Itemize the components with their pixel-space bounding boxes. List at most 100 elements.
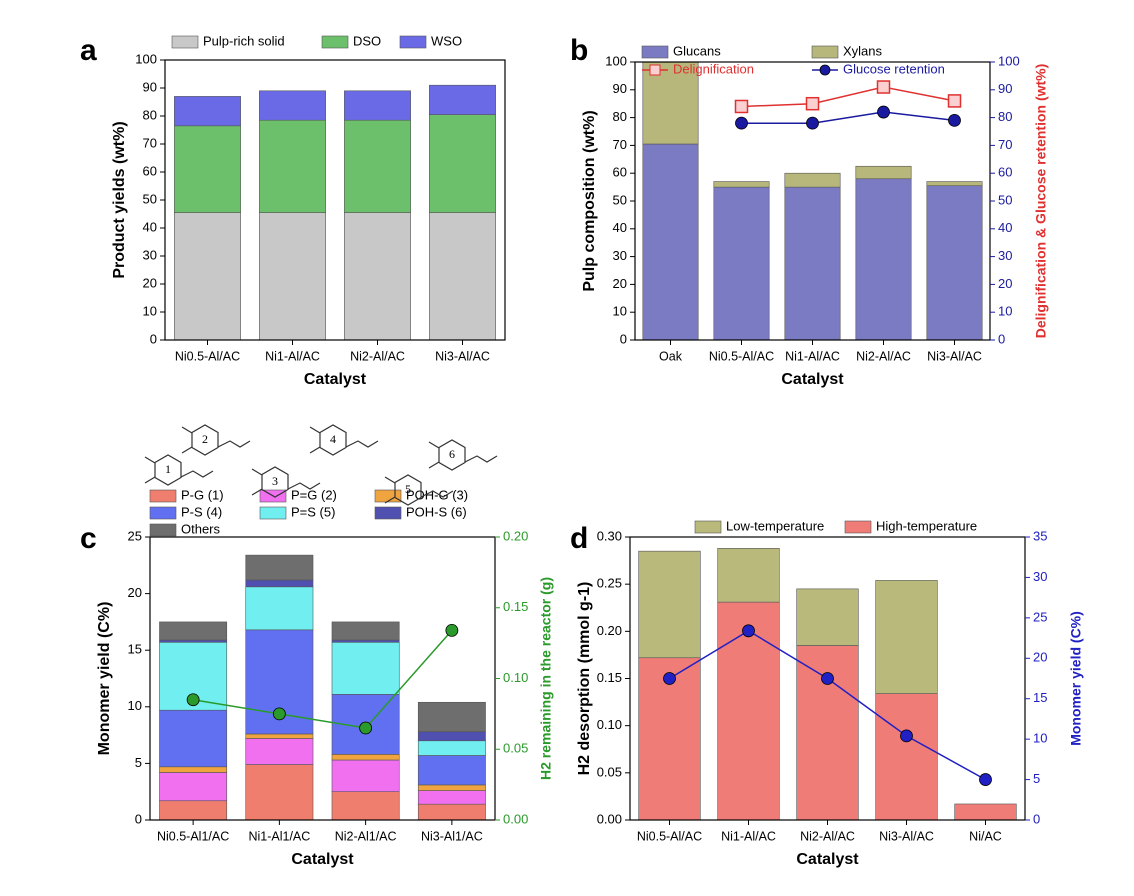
legend-swatch: [321, 35, 349, 49]
marker: [979, 773, 992, 786]
y-tick-label: 0: [135, 811, 142, 826]
y-tick-label: 100: [135, 51, 157, 66]
bar-segment: [429, 84, 496, 115]
bar-segment: [926, 185, 983, 341]
bar-segment: [159, 766, 228, 773]
y2-tick-label: 10: [1033, 731, 1047, 746]
structure-number: 6: [449, 447, 455, 461]
marker: [876, 80, 891, 94]
substituent: [309, 426, 321, 454]
y2-tick-label: 0.10: [503, 670, 528, 685]
y2-tick-label: 0.05: [503, 741, 528, 756]
marker: [948, 113, 961, 127]
legend-swatch: [259, 506, 287, 520]
x-tick-label: Ni2-Al/AC: [350, 349, 405, 363]
y-tick-label: 0.00: [597, 811, 622, 826]
x-axis-title: Catalyst: [291, 851, 354, 868]
bar-segment: [159, 772, 228, 802]
legend-swatch: [641, 45, 669, 59]
bar-segment: [344, 119, 411, 213]
x-tick-label: Ni1-Al/AC: [265, 349, 320, 363]
y-tick-label: 5: [135, 755, 142, 770]
legend-label: Xylans: [843, 43, 883, 58]
y-tick-label: 10: [128, 698, 142, 713]
marker: [877, 105, 890, 119]
legend-label: Pulp-rich solid: [203, 33, 285, 48]
x-axis-title: Catalyst: [781, 371, 844, 388]
y2-tick-label: 0: [998, 331, 1005, 346]
y2-tick-label: 20: [998, 276, 1012, 291]
y-tick-label: 15: [128, 642, 142, 657]
y-tick-label: 10: [143, 303, 157, 318]
y-tick-label: 0: [150, 331, 157, 346]
y2-tick-label: 25: [1033, 609, 1047, 624]
bar-segment: [954, 803, 1017, 821]
bar-segment: [174, 125, 241, 213]
x-axis-title: Catalyst: [796, 851, 859, 868]
bar-segment: [245, 579, 314, 588]
bar-segment: [642, 143, 699, 341]
y2-tick-label: 0: [1033, 811, 1040, 826]
legend-label: WSO: [431, 33, 462, 48]
legend-label: P=S (5): [291, 504, 335, 519]
bar-segment: [638, 550, 701, 659]
panel-label: b: [570, 34, 588, 67]
bar-segment: [417, 784, 486, 791]
y2-axis-title: Delignification & Glucose retention (wt%…: [1033, 64, 1049, 339]
y-axis-title: Monomer yield (C%): [96, 602, 113, 756]
y2-tick-label: 20: [1033, 650, 1047, 665]
bar-segment: [417, 803, 486, 821]
marker: [445, 623, 459, 637]
legend-swatch: [171, 35, 199, 49]
bar-segment: [159, 621, 228, 641]
y-tick-label: 60: [143, 163, 157, 178]
y-tick-label: 80: [143, 107, 157, 122]
y-tick-label: 20: [143, 275, 157, 290]
legend-label: P-G (1): [181, 487, 224, 502]
x-tick-label: Ni1-Al/AC: [721, 829, 776, 843]
chain: [420, 490, 454, 498]
legend-swatch: [149, 523, 177, 537]
x-tick-label: Ni2-Al1/AC: [335, 829, 397, 843]
y2-tick-label: 100: [998, 53, 1020, 68]
y2-tick-label: 0.20: [503, 528, 528, 543]
chain: [287, 482, 321, 490]
y-tick-label: 90: [143, 79, 157, 94]
bar-segment: [429, 212, 496, 341]
legend-swatch: [149, 489, 177, 503]
panel: 0 10 20 30 40 50 60 70 80 90 100 0 10 20 30 40 50 60 70 80 9…: [570, 34, 1049, 388]
y-tick-label: 40: [143, 219, 157, 234]
bar-segment: [259, 90, 326, 121]
marker: [272, 707, 286, 721]
y-tick-label: 90: [613, 81, 627, 96]
bar-segment: [344, 90, 411, 121]
bar-segment: [417, 740, 486, 756]
y2-tick-label: 0.15: [503, 599, 528, 614]
structure-number: 4: [330, 432, 336, 446]
legend-swatch: [399, 35, 427, 49]
y-axis-title: Product yields (wt%): [111, 121, 128, 278]
chain: [180, 470, 214, 478]
bar-segment: [717, 601, 780, 821]
y-tick-label: 0: [620, 331, 627, 346]
y-tick-label: 0.20: [597, 623, 622, 638]
marker: [821, 672, 834, 685]
legend-label: POH-S (6): [406, 504, 467, 519]
y2-tick-label: 35: [1033, 528, 1047, 543]
y-tick-label: 20: [613, 276, 627, 291]
legend-swatch: [811, 45, 839, 59]
marker: [735, 116, 748, 130]
panel: 0.00 0.05 0.10 0.15 0.20 0.25 0.30 0 5 10 15 20 25 30…: [570, 518, 1084, 868]
y2-tick-label: 40: [998, 220, 1012, 235]
marker: [806, 116, 819, 130]
x-tick-label: Ni1-Al1/AC: [248, 829, 310, 843]
y2-axis-title: H2 remaining in the reactor (g): [538, 577, 554, 780]
bar-segment: [875, 693, 938, 821]
y2-tick-label: 90: [998, 81, 1012, 96]
y-tick-label: 0.15: [597, 670, 622, 685]
bar-segment: [717, 548, 780, 603]
marker: [663, 672, 676, 685]
chain: [217, 440, 251, 448]
marker: [742, 624, 755, 638]
y2-tick-label: 50: [998, 192, 1012, 207]
